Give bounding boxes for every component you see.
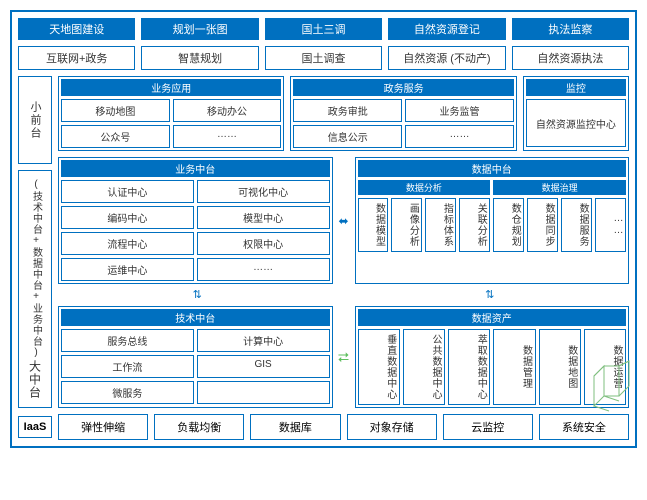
top-header-cell: 天地图建设 (18, 18, 135, 40)
cell: 政务审批 (293, 99, 402, 122)
vcell: …… (595, 198, 626, 252)
app-cell: 自然资源执法 (512, 46, 629, 70)
vcell: 数据服务 (561, 198, 592, 252)
iaas-label: IaaS (18, 416, 52, 438)
vcell: 萃取数据中心 (448, 329, 490, 405)
panel-biz-mid: 业务中台 认证中心 可视化中心 编码中心 模型中心 流程中心 权限中心 运维中心… (58, 157, 333, 284)
panel-gov-service: 政务服务 政务审批 业务监管 信息公示 …… (290, 76, 516, 151)
cell (197, 381, 330, 404)
row-a: 业务应用 移动地图 移动办公 公众号 …… 政务服务 政务审批 业务监管 信息公… (58, 76, 629, 151)
panel-data-mid: 数据中台 数据分析 数据治理 数据模型 画像分析 指标体系 关联分析 (355, 157, 630, 284)
left-big-sub: (技术中台+数据中台+业务中台) (27, 179, 44, 359)
cell: 业务监管 (405, 99, 514, 122)
panel-head: 政务服务 (293, 79, 513, 96)
row-c: 技术中台 服务总线 计算中心 工作流 GIS 微服务 ⮂ 数据资产 垂直数据中心 (58, 306, 629, 408)
cell: 运维中心 (61, 258, 194, 281)
left-big-main: 大中台 (27, 360, 44, 399)
vcell: 数据模型 (358, 198, 389, 252)
vcell: 数据运营 (584, 329, 626, 405)
cell: …… (405, 125, 514, 148)
vcell: 数据同步 (527, 198, 558, 252)
panel-tech-mid: 技术中台 服务总线 计算中心 工作流 GIS 微服务 (58, 306, 333, 408)
panel-monitor: 监控 自然资源监控中心 (523, 76, 629, 151)
cell: …… (173, 125, 282, 148)
top-header-cell: 自然资源登记 (388, 18, 505, 40)
cell: 模型中心 (197, 206, 330, 229)
left-column: 小前台 (技术中台+数据中台+业务中台) 大中台 (18, 76, 52, 408)
cell: 可视化中心 (197, 180, 330, 203)
top-row-2: 互联网+政务 智慧规划 国土调查 自然资源 (不动产) 自然资源执法 (18, 46, 629, 70)
connector-vert-icon: ⇅ (351, 291, 630, 299)
cell: 公众号 (61, 125, 170, 148)
cell: 流程中心 (61, 232, 194, 255)
cell: 服务总线 (61, 329, 194, 352)
panel-head: 监控 (526, 79, 626, 96)
vcell: 数据管理 (493, 329, 535, 405)
vcell: 数仓规划 (493, 198, 524, 252)
cell: 信息公示 (293, 125, 402, 148)
iaas-cell: 负载均衡 (154, 414, 244, 440)
subhead: 数据治理 (493, 180, 626, 195)
row-b: 业务中台 认证中心 可视化中心 编码中心 模型中心 流程中心 权限中心 运维中心… (58, 157, 629, 284)
right-area: 业务应用 移动地图 移动办公 公众号 …… 政务服务 政务审批 业务监管 信息公… (58, 76, 629, 408)
monitor-center: 自然资源监控中心 (526, 99, 626, 147)
app-cell: 互联网+政务 (18, 46, 135, 70)
iaas-cell: 数据库 (250, 414, 340, 440)
iaas-cell: 对象存储 (347, 414, 437, 440)
iaas-row: IaaS 弹性伸缩 负载均衡 数据库 对象存储 云监控 系统安全 (18, 414, 629, 440)
cell: 工作流 (61, 355, 194, 378)
panel-head: 数据资产 (358, 309, 627, 326)
iaas-cell: 云监控 (443, 414, 533, 440)
cell: 计算中心 (197, 329, 330, 352)
top-header-row: 天地图建设 规划一张图 国土三调 自然资源登记 执法监察 (18, 18, 629, 40)
cell: 移动办公 (173, 99, 282, 122)
top-header-cell: 国土三调 (265, 18, 382, 40)
cell: …… (197, 258, 330, 281)
panel-head: 业务应用 (61, 79, 281, 96)
top-header-cell: 规划一张图 (141, 18, 258, 40)
vcell: 数据地图 (539, 329, 581, 405)
left-label-big: (技术中台+数据中台+业务中台) 大中台 (18, 170, 52, 408)
vcell: 关联分析 (459, 198, 490, 252)
app-cell: 国土调查 (265, 46, 382, 70)
top-header-cell: 执法监察 (512, 18, 629, 40)
vcell: 垂直数据中心 (358, 329, 400, 405)
vcell: 指标体系 (425, 198, 456, 252)
cell: GIS (197, 355, 330, 378)
panel-data-asset: 数据资产 垂直数据中心 公共数据中心 萃取数据中心 数据管理 数据地图 数据运营 (355, 306, 630, 408)
connector-green-icon: ⮂ (337, 306, 351, 408)
mid-wrap: 小前台 (技术中台+数据中台+业务中台) 大中台 业务应用 移动地图 移动办公 … (18, 76, 629, 408)
panel-head: 数据中台 (358, 160, 627, 177)
cell: 权限中心 (197, 232, 330, 255)
panel-head: 技术中台 (61, 309, 330, 326)
iaas-cell: 弹性伸缩 (58, 414, 148, 440)
app-cell: 自然资源 (不动产) (388, 46, 505, 70)
cell: 移动地图 (61, 99, 170, 122)
connector-vert-icon: ⇅ (58, 291, 337, 299)
iaas-cell: 系统安全 (539, 414, 629, 440)
cell: 微服务 (61, 381, 194, 404)
panel-head: 业务中台 (61, 160, 330, 177)
vcell: 画像分析 (391, 198, 422, 252)
panel-biz-app: 业务应用 移动地图 移动办公 公众号 …… (58, 76, 284, 151)
architecture-frame: 天地图建设 规划一张图 国土三调 自然资源登记 执法监察 互联网+政务 智慧规划… (10, 10, 637, 448)
cell: 认证中心 (61, 180, 194, 203)
connector-icon: ⬌ (337, 157, 351, 284)
cell: 编码中心 (61, 206, 194, 229)
left-label-small: 小前台 (18, 76, 52, 164)
subhead: 数据分析 (358, 180, 491, 195)
vcell: 公共数据中心 (403, 329, 445, 405)
app-cell: 智慧规划 (141, 46, 258, 70)
